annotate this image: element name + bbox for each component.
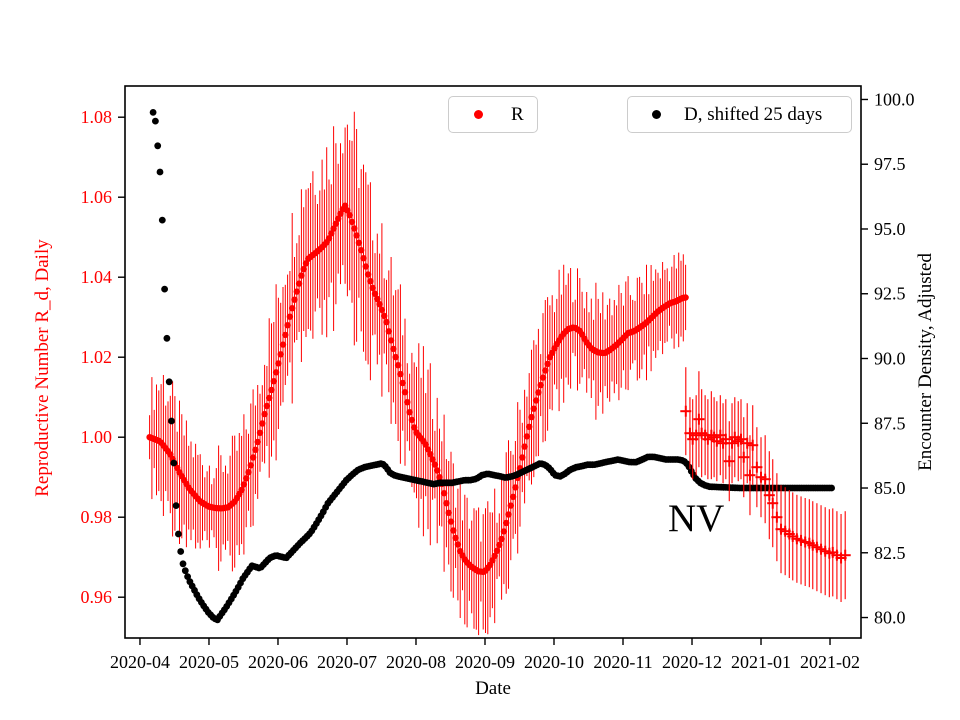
right-y-tick-label: 85.0	[874, 478, 906, 498]
left-axis-ticks: 1.08 1.06 1.04 1.02 1.00 0.98 0.96	[81, 107, 125, 607]
right-y-tick-label: 82.5	[874, 543, 906, 563]
x-tick-label: 2020-10	[524, 652, 584, 672]
r-plus-series	[680, 367, 851, 602]
right-y-axis-label: Encounter Density, Adjusted	[915, 253, 936, 471]
left-y-tick-label: 1.06	[81, 187, 113, 207]
legend-d-label: D, shifted 25 days	[684, 103, 823, 125]
x-tick-label: 2020-07	[317, 652, 377, 672]
x-tick-label: 2021-02	[800, 652, 860, 672]
right-y-tick-label: 80.0	[874, 608, 906, 628]
left-y-tick-label: 1.08	[81, 107, 113, 127]
x-tick-label: 2020-09	[455, 652, 515, 672]
x-axis-label: Date	[475, 678, 511, 699]
legend-r-marker-icon	[474, 110, 483, 119]
x-axis-ticks: 2020-04 2020-05 2020-06 2020-07 2020-08 2020-…	[110, 638, 860, 672]
legend-r-label: R	[511, 103, 524, 125]
right-y-tick-label: 97.5	[874, 154, 906, 174]
right-y-tick-label: 90.0	[874, 349, 906, 369]
nv-annotation: NV	[668, 497, 725, 540]
right-axis-ticks: 100.0 97.5 95.0 92.5 90.0 87.5 85.0 82.5 80.0	[861, 89, 915, 628]
right-y-tick-label: 95.0	[874, 219, 906, 239]
left-y-tick-label: 1.04	[81, 267, 113, 287]
left-y-tick-label: 0.96	[81, 587, 113, 607]
x-tick-label: 2020-05	[179, 652, 239, 672]
x-tick-label: 2020-11	[593, 652, 652, 672]
d-series	[149, 109, 835, 624]
right-y-tick-label: 92.5	[874, 284, 906, 304]
left-y-tick-label: 0.98	[81, 507, 113, 527]
legend-d-marker-icon	[652, 110, 661, 119]
legend-d: D, shifted 25 days	[627, 96, 852, 133]
x-tick-label: 2020-08	[386, 652, 446, 672]
left-y-tick-label: 1.00	[81, 427, 113, 447]
x-tick-label: 2020-06	[248, 652, 308, 672]
right-y-tick-label: 100.0	[874, 89, 915, 109]
plot-border	[124, 85, 862, 639]
x-tick-label: 2020-04	[110, 652, 170, 672]
x-tick-label: 2020-12	[662, 652, 722, 672]
right-y-tick-label: 87.5	[874, 413, 906, 433]
left-y-tick-label: 1.02	[81, 347, 113, 367]
x-tick-label: 2021-01	[731, 652, 791, 672]
r-error-bars	[149, 111, 687, 636]
legend-r: R	[448, 96, 538, 133]
left-y-axis-label: Reproductive Number R_d, Daily	[32, 239, 53, 497]
